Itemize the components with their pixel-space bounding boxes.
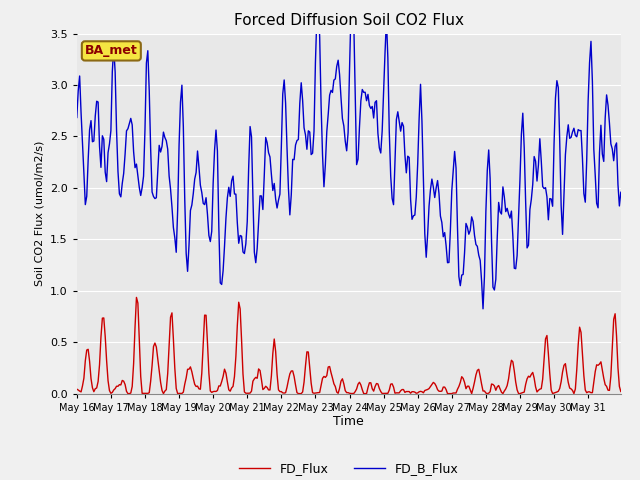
Line: FD_Flux: FD_Flux xyxy=(77,298,621,394)
Line: FD_B_Flux: FD_B_Flux xyxy=(77,0,621,309)
Y-axis label: Soil CO2 Flux (umol/m2/s): Soil CO2 Flux (umol/m2/s) xyxy=(35,141,44,286)
X-axis label: Time: Time xyxy=(333,415,364,429)
Text: BA_met: BA_met xyxy=(85,44,138,58)
Legend: FD_Flux, FD_B_Flux: FD_Flux, FD_B_Flux xyxy=(234,457,464,480)
Title: Forced Diffusion Soil CO2 Flux: Forced Diffusion Soil CO2 Flux xyxy=(234,13,464,28)
